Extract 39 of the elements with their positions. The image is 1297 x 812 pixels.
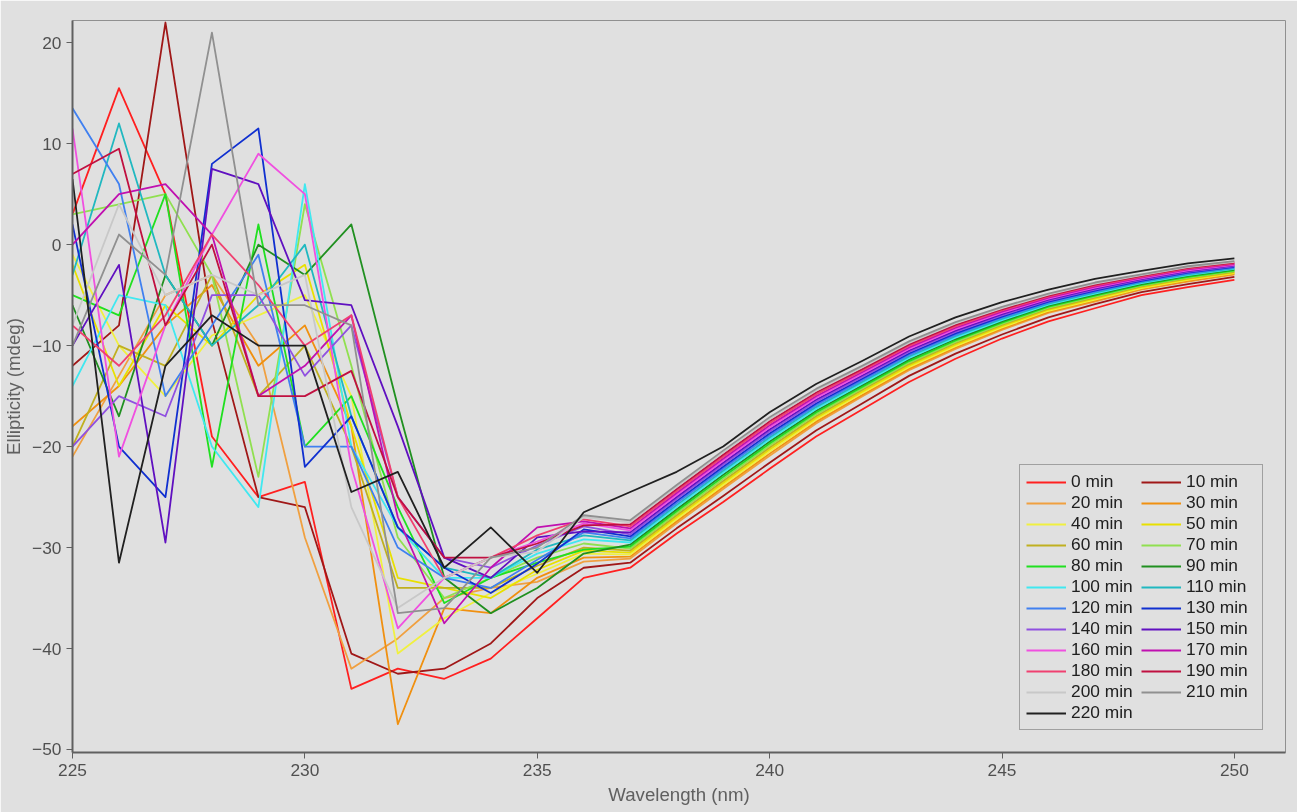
legend-label: 180 min <box>1071 660 1134 681</box>
legend-label: 60 min <box>1071 534 1124 555</box>
legend-label: 210 min <box>1186 681 1249 702</box>
legend-label: 70 min <box>1186 534 1239 555</box>
y-tick-label: −40 <box>32 638 62 659</box>
legend-label: 140 min <box>1071 618 1134 639</box>
legend-label: 150 min <box>1186 618 1249 639</box>
y-tick-label: −50 <box>32 739 62 760</box>
x-tick-label: 250 <box>1219 759 1249 780</box>
legend-label: 100 min <box>1071 576 1134 597</box>
legend-label: 170 min <box>1186 639 1249 660</box>
y-tick-label: 0 <box>51 234 62 255</box>
legend-label: 0 min <box>1071 471 1115 492</box>
x-tick-label: 240 <box>755 759 785 780</box>
legend-label: 120 min <box>1071 597 1134 618</box>
x-tick-label: 235 <box>522 759 552 780</box>
legend-label: 160 min <box>1071 639 1134 660</box>
legend-label: 80 min <box>1071 555 1124 576</box>
legend-label: 40 min <box>1071 513 1124 534</box>
legend-label: 200 min <box>1071 681 1134 702</box>
legend-label: 30 min <box>1186 492 1239 513</box>
x-tick-label: 245 <box>987 759 1017 780</box>
x-axis-title: Wavelength (nm) <box>608 783 750 805</box>
y-tick-label: 10 <box>42 133 62 154</box>
legend-label: 50 min <box>1186 513 1239 534</box>
legend-label: 90 min <box>1186 555 1239 576</box>
y-tick-label: 20 <box>42 32 62 53</box>
y-tick-label: −10 <box>32 335 62 356</box>
legend-label: 10 min <box>1186 471 1239 492</box>
x-tick-label: 230 <box>290 759 320 780</box>
legend-label: 220 min <box>1071 702 1134 723</box>
legend-label: 130 min <box>1186 597 1249 618</box>
legend-label: 190 min <box>1186 660 1249 681</box>
x-tick-label: 225 <box>58 759 87 780</box>
y-axis-title: Ellipticity (mdeg) <box>3 318 25 455</box>
legend-label: 20 min <box>1071 492 1124 513</box>
y-tick-label: −30 <box>32 537 62 558</box>
y-tick-label: −20 <box>32 436 62 457</box>
legend-label: 110 min <box>1186 576 1248 597</box>
